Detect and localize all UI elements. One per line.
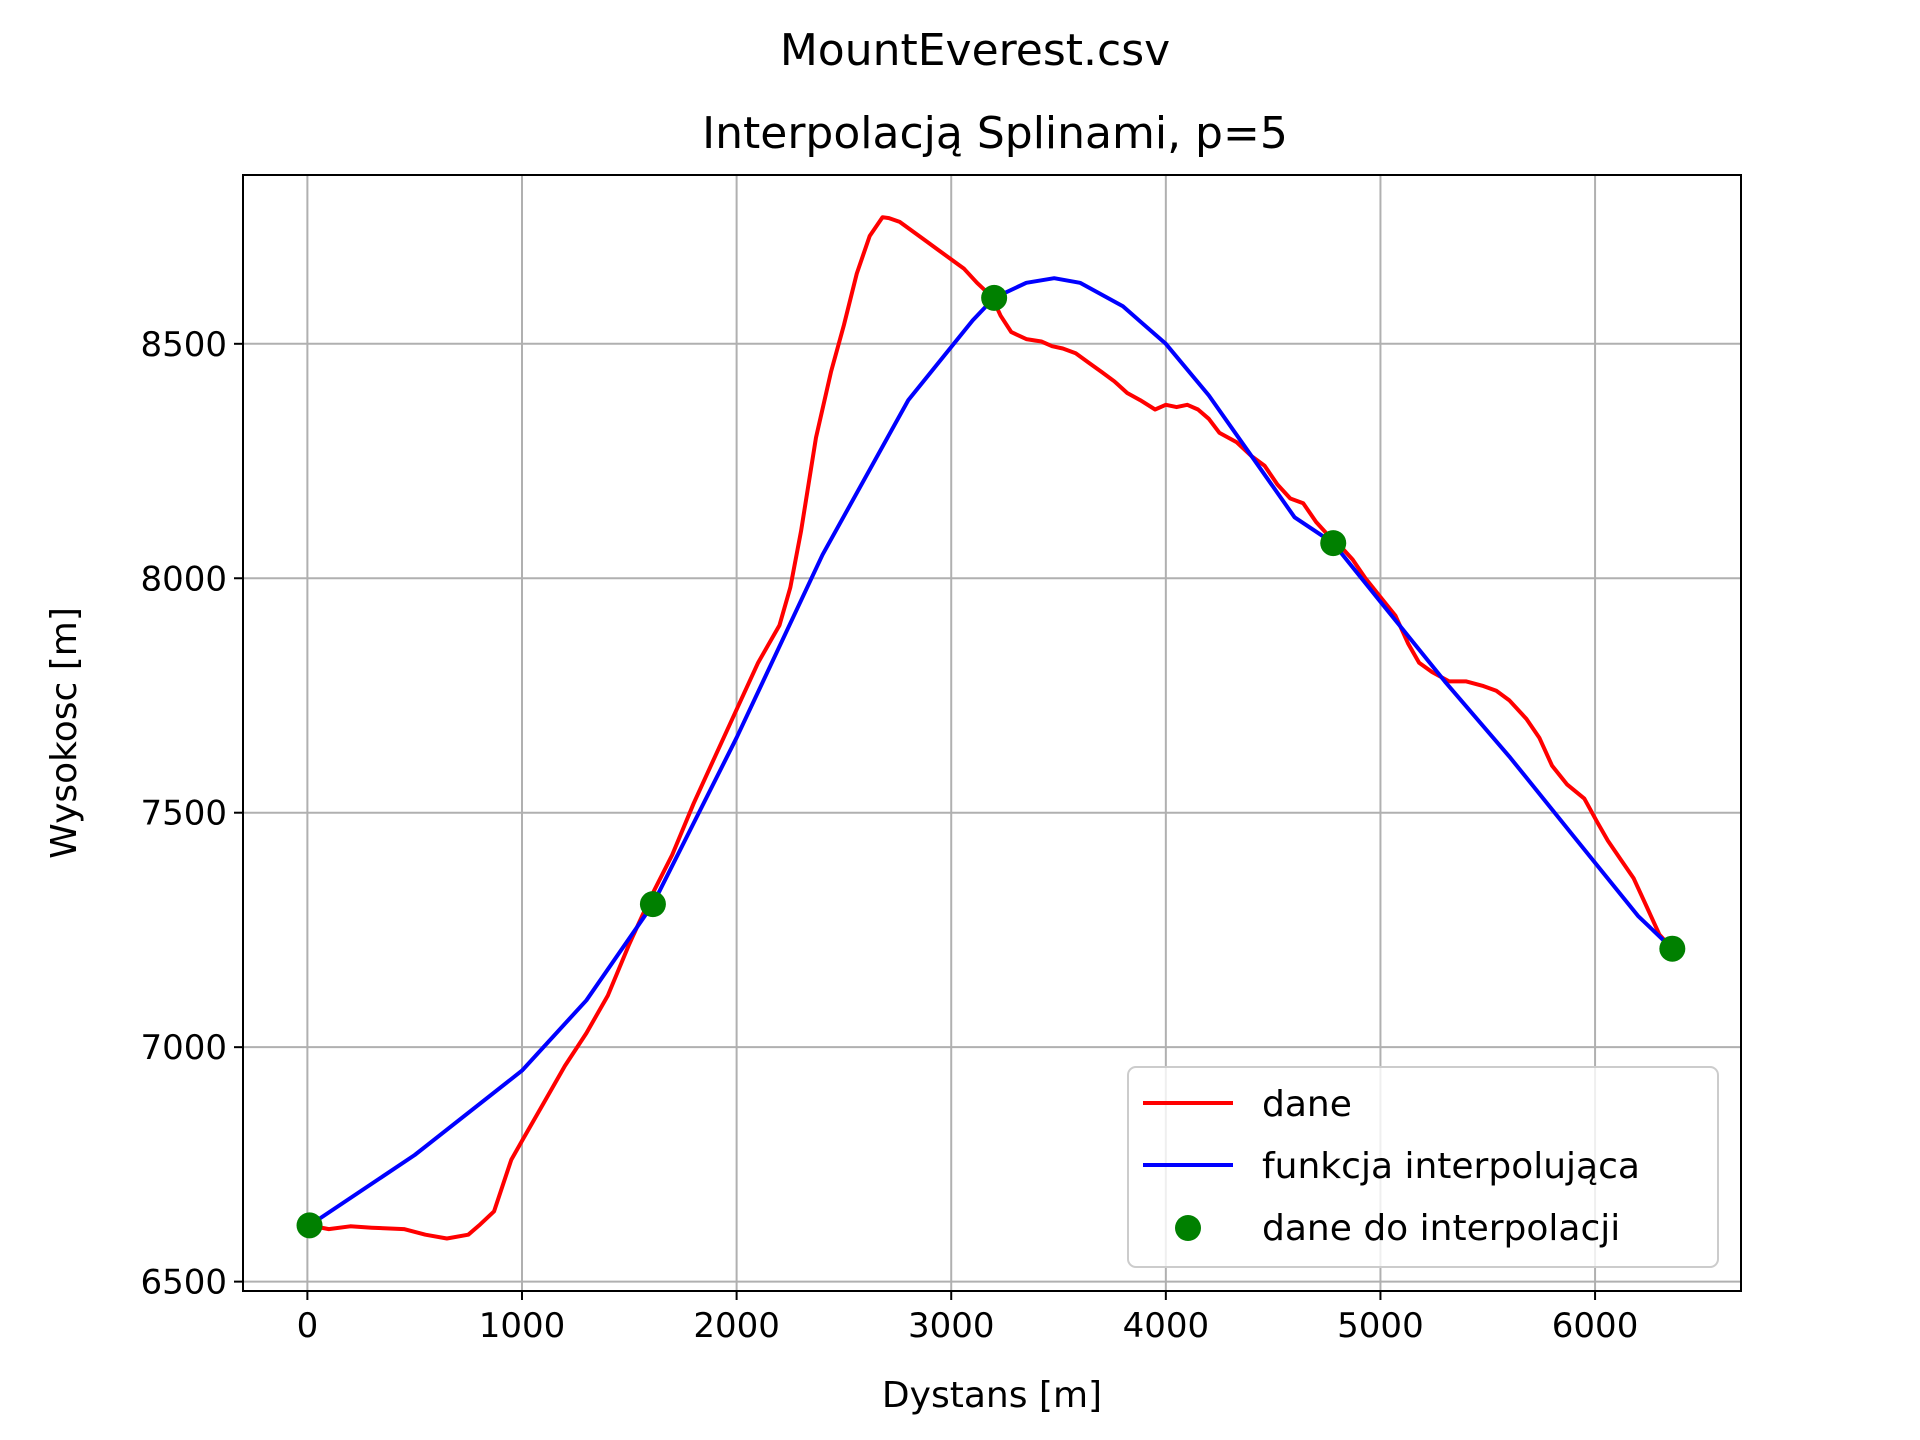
x-tick-label: 6000: [1552, 1306, 1639, 1346]
x-tick-label: 2000: [693, 1306, 780, 1346]
interpolation-point: [981, 284, 1008, 311]
chart-suptitle: MountEverest.csv: [780, 25, 1170, 76]
legend-label-funkcja: funkcja interpolująca: [1262, 1146, 1640, 1187]
x-tick-label: 3000: [908, 1306, 995, 1346]
interpolation-point: [296, 1212, 323, 1239]
legend-label-dane: dane: [1262, 1084, 1352, 1125]
y-tick-label: 8500: [140, 325, 227, 365]
legend-label-interpolation-points: dane do interpolacji: [1262, 1208, 1620, 1249]
y-tick-label: 7500: [140, 794, 227, 834]
y-tick-label: 6500: [140, 1263, 227, 1303]
y-tick-label: 8000: [140, 559, 227, 599]
x-tick-label: 0: [297, 1306, 319, 1346]
legend: dane funkcja interpolująca dane do inter…: [1127, 1066, 1719, 1268]
interpolation-point: [639, 891, 666, 918]
legend-swatch-interpolation-points: [1175, 1215, 1201, 1241]
x-tick-label: 1000: [479, 1306, 566, 1346]
series-line-0: [307, 215, 1675, 1241]
x-tick-label: 5000: [1337, 1306, 1424, 1346]
legend-box: [1127, 1066, 1719, 1268]
interpolation-point: [1659, 935, 1686, 962]
series-layer: [296, 215, 1686, 1241]
ticks: 0 1000 2000 3000 4000 5000 6000 6500 7000 7500 800…: [140, 325, 1638, 1346]
y-axis-label: Wysokosc [m]: [44, 607, 85, 859]
chart-title: Interpolacją Splinami, p=5: [702, 108, 1288, 159]
x-tick-label: 4000: [1123, 1306, 1210, 1346]
interpolation-point: [1320, 530, 1347, 557]
x-axis-label: Dystans [m]: [882, 1375, 1102, 1416]
plot-frame: [242, 174, 1742, 1292]
y-tick-label: 7000: [140, 1028, 227, 1068]
